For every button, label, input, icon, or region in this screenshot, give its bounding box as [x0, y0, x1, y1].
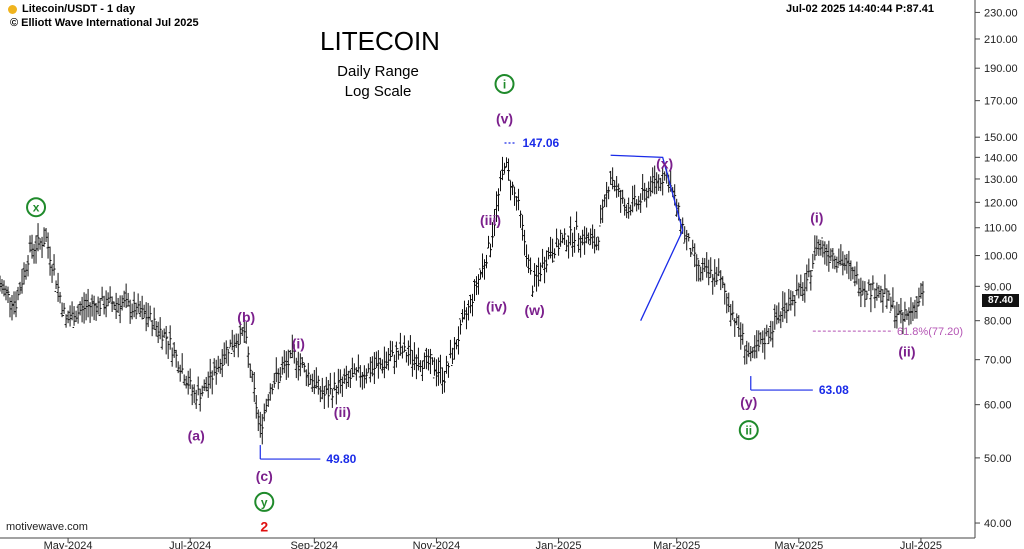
wave-label: (v)	[496, 110, 513, 126]
y-tick-label: 90.00	[984, 281, 1012, 293]
x-tick-label: May-2024	[44, 540, 93, 549]
price-marker-label: 147.06	[523, 136, 560, 150]
wave-label: y	[261, 495, 268, 509]
x-tick-label: Jan-2025	[536, 540, 582, 549]
y-tick-label: 110.00	[984, 223, 1017, 235]
y-tick-label: 150.00	[984, 132, 1018, 144]
y-tick-label: 50.00	[984, 453, 1012, 465]
wave-label: (ii)	[898, 343, 915, 359]
wave-label: (b)	[237, 309, 255, 325]
y-tick-label: 140.00	[984, 152, 1018, 164]
wave-label: (ii)	[334, 404, 351, 420]
x-tick-label: May-2025	[774, 540, 823, 549]
wave-label: (iii)	[480, 212, 501, 228]
wave-label-circle	[254, 491, 275, 512]
symbol-label: Litecoin/USDT - 1 day	[22, 3, 136, 15]
wave-label: i	[503, 77, 506, 91]
last-price-badge: 87.40	[982, 294, 1019, 307]
wave-label: (i)	[292, 335, 305, 351]
x-tick-label: Jul-2025	[900, 540, 942, 549]
wave-label: (iv)	[486, 298, 507, 314]
y-tick-label: 70.00	[984, 355, 1012, 367]
x-tick-label: Mar-2025	[653, 540, 700, 549]
y-tick-label: 80.00	[984, 316, 1012, 328]
wave-label-circle	[738, 420, 759, 441]
wave-label-circle	[26, 197, 47, 218]
status-dot-icon	[8, 5, 17, 14]
fib-level-label: 61.8%(77.20)	[897, 326, 963, 338]
y-tick-label: 230.00	[984, 7, 1018, 19]
wave-label: (c)	[256, 468, 273, 484]
watermark: motivewave.com	[6, 521, 88, 533]
y-tick-label: 120.00	[984, 197, 1018, 209]
y-tick-label: 130.00	[984, 174, 1018, 186]
price-marker-label: 63.08	[819, 383, 849, 397]
x-tick-label: Nov-2024	[413, 540, 461, 549]
price-marker-label: 49.80	[326, 452, 356, 466]
x-tick-label: Jul-2024	[169, 540, 211, 549]
y-tick-label: 100.00	[984, 251, 1018, 263]
chart-title: LITECOIN	[320, 26, 440, 56]
triangle-lines	[610, 154, 684, 321]
wave-label: 2	[260, 519, 268, 535]
wave-label: (y)	[740, 394, 757, 410]
x-tick-label: Sep-2024	[290, 540, 338, 549]
chart-subtitle-range: Daily Range	[337, 63, 419, 80]
wave-label: (a)	[188, 427, 205, 443]
copyright-label: © Elliott Wave International Jul 2025	[10, 17, 199, 29]
wave-label: (w)	[524, 302, 544, 318]
wave-label: (i)	[810, 209, 823, 225]
wave-label-circle	[494, 73, 515, 94]
y-tick-label: 210.00	[984, 34, 1018, 46]
wave-label: ii	[745, 424, 752, 438]
chart-subtitle-scale: Log Scale	[344, 83, 412, 100]
wave-label: x	[33, 201, 40, 215]
wave-label: (x)	[656, 156, 673, 172]
y-tick-label: 60.00	[984, 400, 1012, 412]
y-tick-label: 170.00	[984, 96, 1018, 108]
y-tick-label: 190.00	[984, 63, 1018, 75]
y-tick-label: 40.00	[984, 518, 1012, 530]
timestamp-label: Jul-02 2025 14:40:44 P:87.41	[786, 3, 934, 15]
